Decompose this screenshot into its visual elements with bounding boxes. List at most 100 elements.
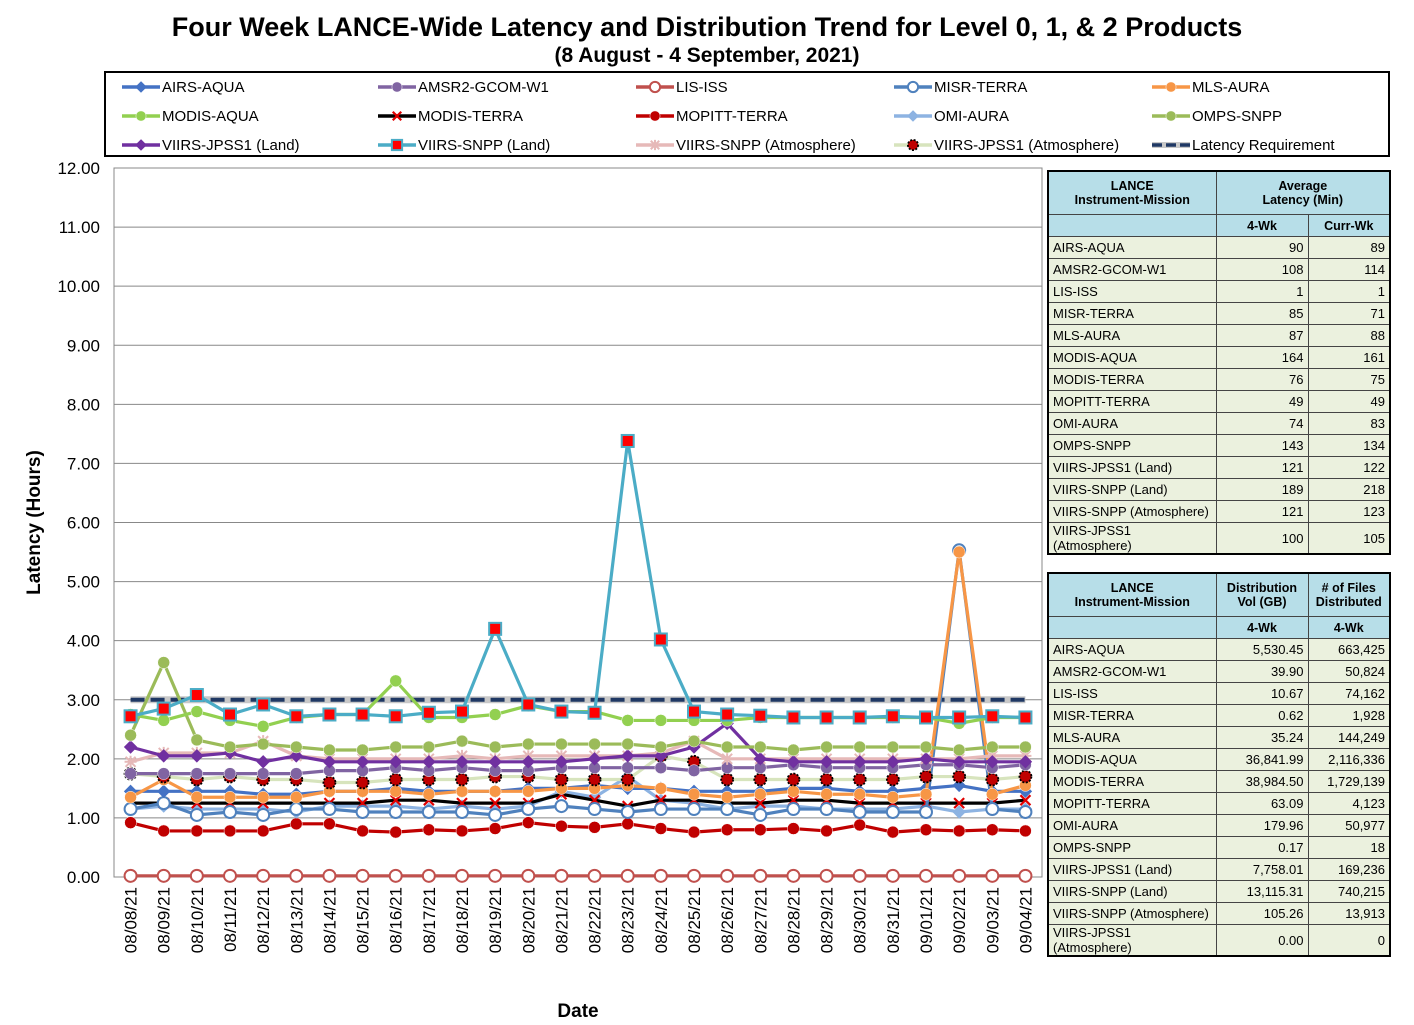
data-point [720, 823, 734, 836]
legend-swatch [894, 80, 932, 94]
data-point [720, 868, 735, 883]
data-point [853, 788, 866, 801]
table-row: MOPITT-TERRA 63.09 4,123 [1047, 792, 1391, 815]
data-point [190, 790, 204, 804]
data-point [355, 707, 370, 722]
data-point [422, 788, 436, 801]
dist-mission-cell: VIIRS-SNPP (Land) [1047, 880, 1217, 903]
data-point [852, 710, 867, 725]
data-point [820, 740, 833, 754]
data-point [654, 822, 668, 835]
legend-item: VIIRS-SNPP (Atmosphere) [634, 134, 856, 156]
data-point [952, 805, 966, 819]
data-point [853, 755, 867, 769]
data-point [223, 790, 237, 804]
x-tick-label: 08/09/21 [155, 887, 174, 953]
x-tick-label: 09/04/21 [1016, 887, 1035, 953]
lat-wk4-cell: 164 [1215, 346, 1309, 369]
series-line [129, 660, 1026, 752]
legend-item: VIIRS-JPSS1 (Land) [120, 134, 300, 156]
data-point [123, 868, 138, 883]
legend-swatch [636, 110, 674, 122]
table-row: MISR-TERRA 85 71 [1047, 302, 1391, 325]
lat-curr-cell: 218 [1307, 478, 1391, 501]
data-point [620, 805, 635, 820]
data-point [754, 740, 767, 754]
data-point [1018, 755, 1033, 769]
data-point [886, 790, 900, 804]
data-point [753, 807, 768, 822]
table-row: AIRS-AQUA 90 89 [1047, 236, 1391, 259]
x-axis-title: Date [557, 1001, 598, 1022]
dist-vol-cell: 179.96 [1215, 814, 1309, 837]
lat-curr-cell: 83 [1307, 412, 1391, 435]
data-point [621, 714, 634, 727]
data-point [488, 868, 503, 883]
x-tick-label: 09/02/21 [950, 887, 969, 953]
data-point [455, 704, 469, 719]
data-point [621, 737, 634, 751]
data-point [124, 767, 137, 780]
legend-label: Latency Requirement [1192, 136, 1335, 154]
data-point [653, 632, 668, 647]
table-row: AIRS-AQUA 5,530.45 663,425 [1047, 638, 1391, 661]
lat-mission-cell: AIRS-AQUA [1047, 236, 1217, 259]
data-point [256, 767, 270, 780]
data-point [256, 720, 270, 733]
distribution-table-wrap: LANCE Instrument-Mission Distribution Vo… [1047, 572, 1391, 957]
dist-col-4wk-a-header: 4-Wk [1215, 616, 1309, 639]
data-point [952, 824, 966, 838]
legend-swatch [636, 80, 674, 94]
data-point [124, 728, 137, 742]
data-point [919, 752, 933, 766]
x-tick-label: 08/24/21 [652, 887, 671, 953]
data-point [289, 868, 304, 883]
dist-mission-cell: MODIS-AQUA [1047, 748, 1217, 771]
latency-col-curr-header: Curr-Wk [1307, 214, 1391, 237]
data-point [488, 822, 502, 835]
data-point [687, 734, 701, 748]
data-point [157, 767, 170, 780]
data-point [156, 796, 171, 811]
series-line [129, 550, 1026, 799]
lat-curr-cell: 89 [1307, 236, 1391, 259]
data-point [156, 868, 171, 883]
data-point [289, 709, 304, 724]
data-point [787, 743, 800, 757]
legend-swatch [894, 110, 932, 122]
dist-col-4wk-b-header: 4-Wk [1307, 616, 1391, 639]
data-point [754, 788, 767, 801]
data-point [587, 868, 602, 883]
latency-table: LANCE Instrument-Mission Average Latency… [1047, 170, 1391, 555]
dist-files-cell: 169,236 [1307, 858, 1391, 881]
data-point [620, 772, 635, 787]
data-point [521, 868, 536, 883]
dist-vol-cell: 0.17 [1215, 836, 1309, 859]
x-tick-label: 08/11/21 [221, 887, 240, 952]
data-point [654, 740, 668, 754]
data-point [753, 868, 768, 883]
lat-wk4-cell: 74 [1215, 412, 1309, 435]
legend-label: MODIS-TERRA [418, 107, 523, 125]
table-row: MODIS-AQUA 36,841.99 2,116,336 [1047, 748, 1391, 771]
data-point [687, 825, 701, 839]
data-point [554, 755, 569, 769]
x-tick-label: 08/17/21 [420, 887, 439, 953]
y-tick-label: 3.00 [67, 691, 100, 710]
y-tick-label: 4.00 [67, 632, 100, 651]
lat-mission-cell: OMPS-SNPP [1047, 434, 1217, 457]
data-point [388, 868, 403, 883]
data-point [488, 740, 502, 754]
data-point [554, 704, 569, 719]
data-point [587, 772, 602, 787]
data-point [124, 755, 137, 768]
table-row: MODIS-TERRA 76 75 [1047, 368, 1391, 391]
data-point [388, 805, 403, 820]
data-point [753, 772, 768, 787]
lat-curr-cell: 122 [1307, 456, 1391, 479]
data-point [455, 868, 469, 883]
data-point [190, 824, 204, 838]
data-point [256, 737, 270, 751]
legend-swatch [122, 139, 160, 151]
data-point [256, 807, 271, 822]
